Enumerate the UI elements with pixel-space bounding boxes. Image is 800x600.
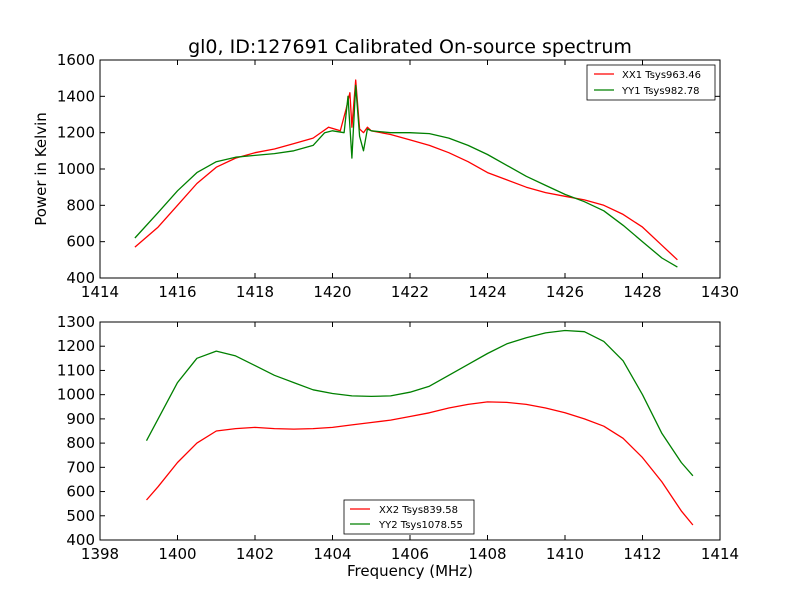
top-legend-label-yy1: YY1 Tsys982.78 (621, 86, 700, 97)
bottom-y-tick-label-5: 900 (66, 410, 95, 428)
bottom-x-tick-label-7: 1412 (623, 545, 661, 563)
top-y-tick-label-1: 600 (66, 233, 95, 251)
bottom-x-tick-label-6: 1410 (546, 545, 584, 563)
bottom-x-tick-label-2: 1402 (236, 545, 274, 563)
bottom-legend: XX2 Tsys839.58 YY2 Tsys1078.55 (343, 499, 475, 535)
top-x-tick-label-6: 1426 (546, 283, 584, 301)
top-y-tick-label-3: 1000 (57, 160, 95, 178)
top-legend: XX1 Tsys963.46 YY1 Tsys982.78 (586, 64, 716, 101)
bottom-y-tick-label-6: 1000 (57, 386, 95, 404)
bottom-x-tick-label-0: 1398 (81, 545, 119, 563)
top-legend-label-xx1: XX1 Tsys963.46 (622, 70, 701, 81)
figure-title: gl0, ID:127691 Calibrated On-source spec… (188, 36, 632, 58)
bottom-x-tick-label-3: 1404 (313, 545, 351, 563)
bottom-y-tick-label-0: 400 (66, 531, 95, 549)
bottom-legend-label-xx2: XX2 Tsys839.58 (379, 505, 458, 516)
top-x-tick-label-8: 1430 (701, 283, 739, 301)
bottom-plot: 1398 1400 1402 1404 1406 1408 1410 1412 1414 400 5… (57, 313, 739, 580)
top-x-tick-label-3: 1420 (313, 283, 351, 301)
top-legend-box (586, 64, 716, 101)
top-series-line-0 (134, 79, 678, 261)
top-plot-frame (99, 59, 721, 279)
bottom-y-tick-label-1: 500 (66, 507, 95, 525)
top-y-tick-label-2: 800 (66, 196, 95, 214)
top-x-tick-label-4: 1422 (391, 283, 429, 301)
bottom-ticks-layer: 1398 1400 1402 1404 1406 1408 1410 1412 1414 400 5… (57, 313, 739, 563)
bottom-series-layer (145, 329, 694, 526)
top-y-tick-label-0: 400 (66, 269, 95, 287)
bottom-x-axis-label: Frequency (MHz) (347, 562, 473, 580)
bottom-y-tick-label-2: 600 (66, 483, 95, 501)
top-y-axis-label: Power in Kelvin (32, 112, 50, 226)
bottom-legend-label-yy2: YY2 Tsys1078.55 (378, 520, 463, 531)
bottom-y-tick-label-9: 1300 (57, 313, 95, 331)
top-plot: 1414 1416 1418 1420 1422 1424 1426 1428 1430 400 6… (32, 51, 739, 301)
bottom-series-line-0 (146, 401, 694, 526)
bottom-y-tick-label-7: 1100 (57, 361, 95, 379)
top-x-tick-label-5: 1424 (468, 283, 506, 301)
bottom-x-tick-label-4: 1406 (391, 545, 429, 563)
top-x-tick-label-0: 1414 (81, 283, 119, 301)
bottom-y-tick-label-4: 800 (66, 434, 95, 452)
bottom-y-tick-label-3: 700 (66, 458, 95, 476)
top-series-line-1 (134, 84, 678, 268)
top-y-tick-label-5: 1400 (57, 87, 95, 105)
bottom-y-tick-label-8: 1200 (57, 337, 95, 355)
bottom-x-tick-label-5: 1408 (468, 545, 506, 563)
top-x-tick-label-7: 1428 (623, 283, 661, 301)
top-series-layer (134, 79, 678, 268)
bottom-plot-frame (99, 321, 721, 541)
top-x-tick-label-1: 1416 (158, 283, 196, 301)
top-y-tick-label-6: 1600 (57, 51, 95, 69)
bottom-series-line-1 (145, 329, 694, 477)
top-y-tick-label-4: 1200 (57, 124, 95, 142)
top-ticks-layer: 1414 1416 1418 1420 1422 1424 1426 1428 1430 400 6… (57, 51, 739, 301)
bottom-legend-box (343, 499, 475, 535)
bottom-x-tick-label-1: 1400 (158, 545, 196, 563)
top-x-tick-label-2: 1418 (236, 283, 274, 301)
bottom-x-tick-label-8: 1414 (701, 545, 739, 563)
